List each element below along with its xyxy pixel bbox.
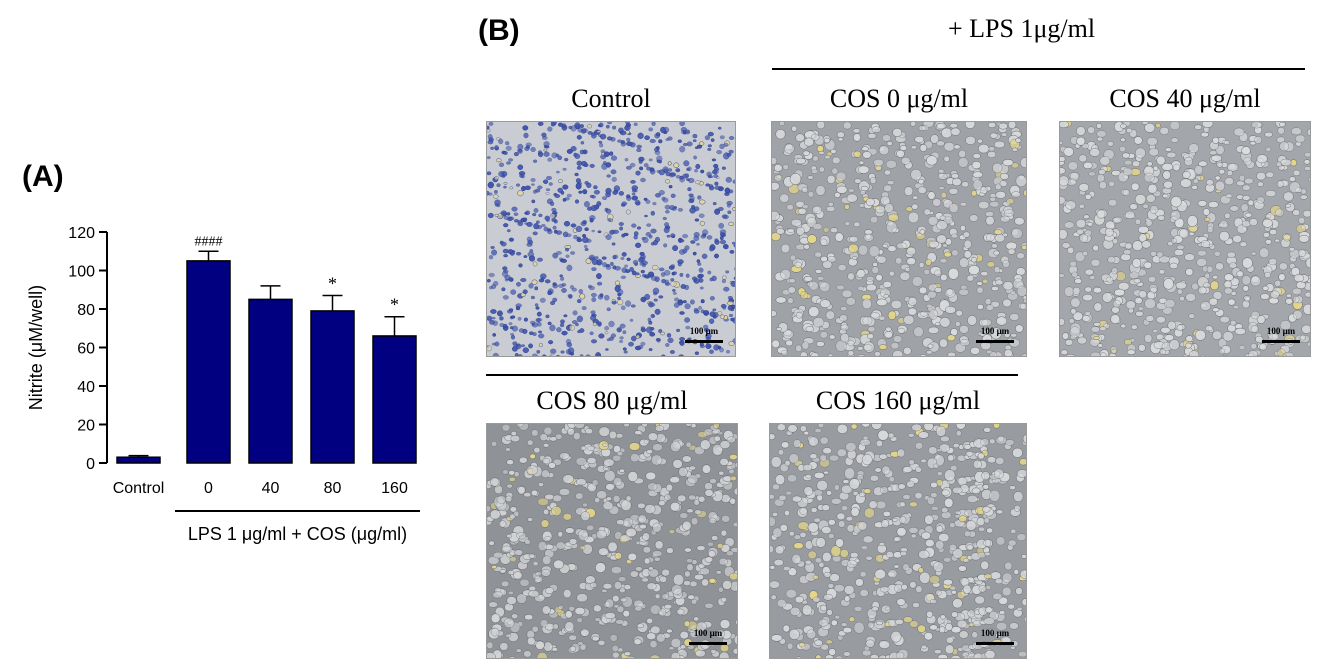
lps-bracket-line-bottom <box>486 374 1018 376</box>
x-tick-label: 40 <box>262 480 280 497</box>
x-tick-label: 0 <box>204 480 213 497</box>
x-tick-label: 80 <box>324 480 342 497</box>
y-tick-label: 20 <box>77 418 95 435</box>
bar-Control <box>116 456 161 464</box>
micrograph-cos-40-cells <box>1060 122 1310 356</box>
scale-bar-label: 100 μm <box>693 628 723 638</box>
micrograph-cos-80: 100 μm <box>486 423 738 659</box>
y-tick-label: 40 <box>77 379 95 396</box>
micrograph-cos-0: 100 μm <box>771 121 1027 357</box>
panel-b-label: (B) <box>478 14 520 47</box>
image-title-cos-0: COS 0 μg/ml <box>829 84 969 113</box>
scale-bar-line <box>685 340 723 343</box>
x-tick-label: Control <box>113 480 165 497</box>
scale-bar-line <box>689 642 727 645</box>
image-title-cos-160: COS 160 μg/ml <box>815 386 981 415</box>
scale-bar-line <box>1262 340 1300 343</box>
image-title-cos-40: COS 40 μg/ml <box>1109 84 1261 113</box>
bar-0 <box>186 260 231 464</box>
scale-bar-label: 100 μm <box>689 326 719 336</box>
scale-bar-label: 100 μm <box>980 326 1010 336</box>
y-axis-label: Nitrite (μM/well) <box>26 285 46 410</box>
scale-bar-label: 100 μm <box>1266 326 1296 336</box>
micrograph-control-cells <box>487 122 735 356</box>
y-tick-label: 80 <box>77 302 95 319</box>
scale-bar-line <box>976 642 1014 645</box>
lps-treatment-label: + LPS 1μg/ml <box>948 14 1096 43</box>
x-tick-label: 160 <box>381 480 408 497</box>
group-label: LPS 1 μg/ml + COS (μg/ml) <box>188 524 407 544</box>
micrograph-cos-0-cells <box>772 122 1026 356</box>
significance-mark: * <box>328 274 337 294</box>
scale-bar-label: 100 μm <box>980 628 1010 638</box>
y-tick-label: 120 <box>68 225 95 242</box>
scale-bar-line <box>976 340 1014 343</box>
y-tick-label: 60 <box>77 341 95 358</box>
significance-mark: * <box>390 295 399 315</box>
image-title-control: Control <box>571 84 651 113</box>
micrograph-control: 100 μm <box>486 121 736 357</box>
bar-40 <box>248 298 293 464</box>
image-title-cos-80: COS 80 μg/ml <box>536 386 688 415</box>
significance-mark: #### <box>195 234 223 249</box>
micrograph-cos-40: 100 μm <box>1059 121 1311 357</box>
y-tick-label: 100 <box>68 264 95 281</box>
bar-80 <box>310 310 355 464</box>
bar-160 <box>372 335 417 464</box>
micrograph-cos-160: 100 μm <box>769 423 1027 659</box>
panel-a-label: (A) <box>22 160 64 193</box>
nitrite-bar-chart: 0 20 40 60 80 100 120 Nitrite (μM/well) Control #… <box>26 225 420 544</box>
micrograph-cos-80-cells <box>487 424 737 658</box>
y-tick-label: 0 <box>86 456 95 473</box>
micrograph-cos-160-cells <box>770 424 1026 658</box>
lps-bracket-line-top <box>772 68 1305 70</box>
